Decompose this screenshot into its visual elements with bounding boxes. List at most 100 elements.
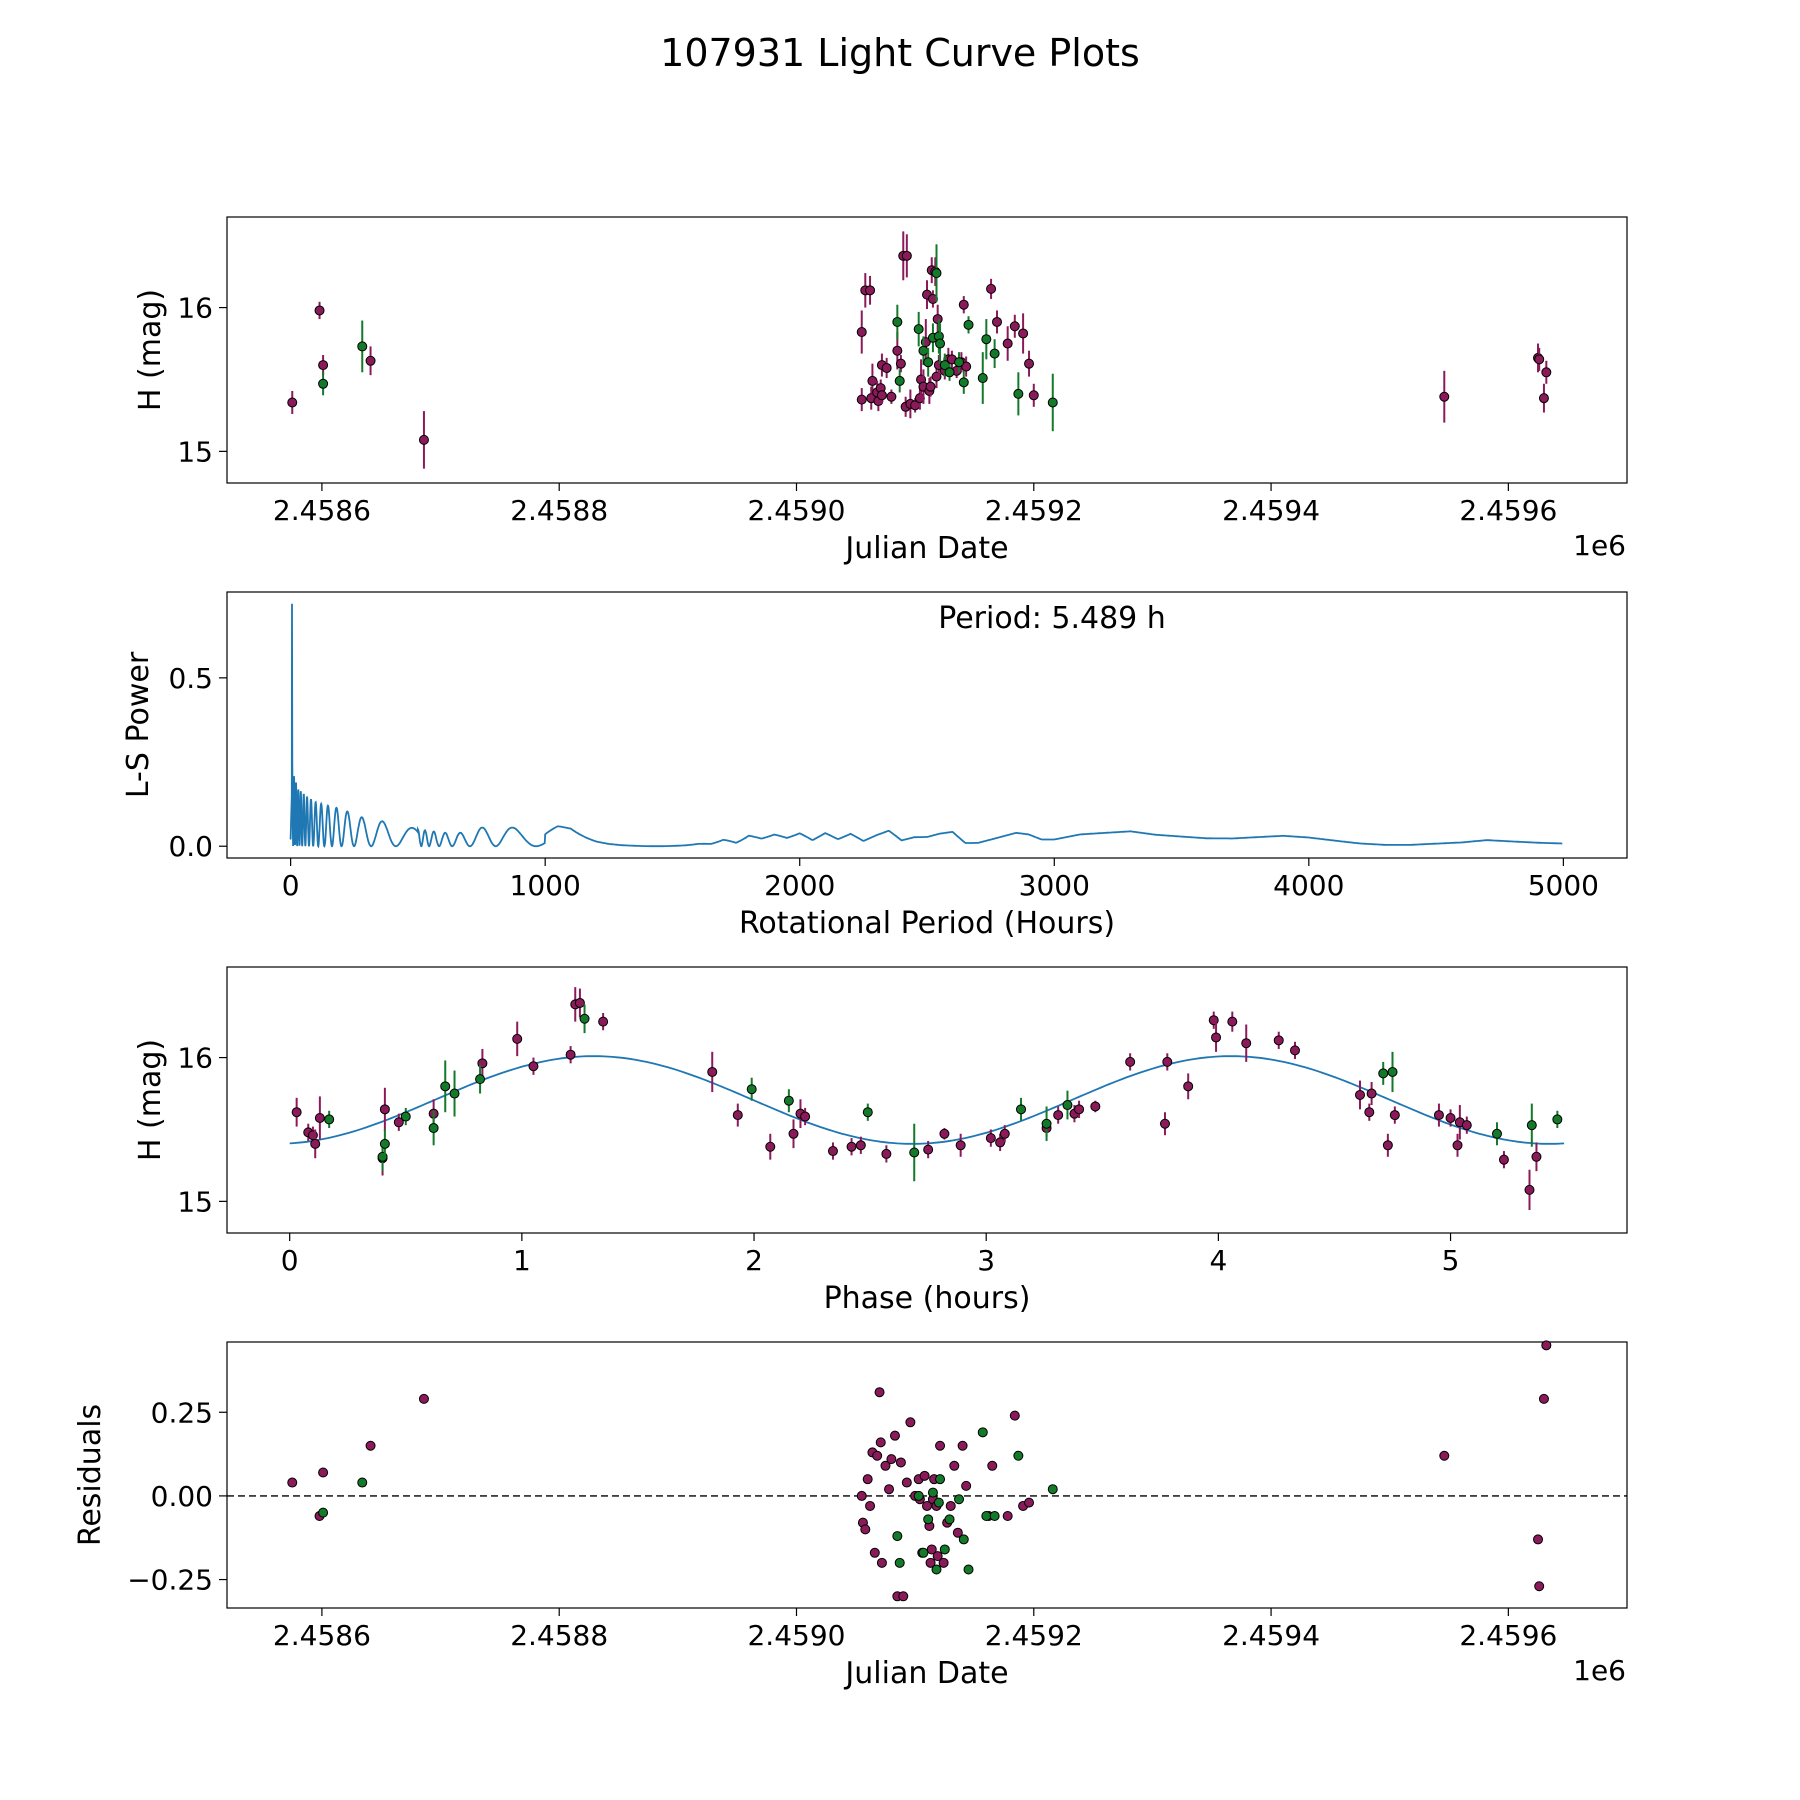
lightcurve-offset-label: 1e6	[1573, 529, 1626, 562]
residuals-point-green	[931, 1564, 942, 1575]
phased-point-purple	[1162, 1056, 1173, 1067]
lightcurve-point-purple	[886, 391, 897, 402]
residuals-point-purple	[862, 1474, 873, 1485]
2-ytick-label: 16	[177, 1042, 213, 1075]
periodogram-panel: 0 1000 2000 3000 4000 5000 0.0 0.5 Period: 5.48…	[121, 591, 1628, 941]
3-xtick-label: 2.4592	[985, 1619, 1083, 1652]
phased-point-green	[449, 1088, 460, 1099]
2-xtick-label: 4	[1209, 1244, 1227, 1277]
lightcurve-point-green	[954, 357, 965, 368]
1-ytick-label: 0.0	[168, 830, 213, 863]
phased-point-green	[862, 1107, 873, 1118]
phased-point-purple	[528, 1061, 539, 1072]
phased-point-purple	[512, 1033, 523, 1044]
lightcurve-point-purple	[318, 360, 329, 371]
phased-point-purple	[1389, 1110, 1400, 1121]
phased-point-green	[324, 1114, 335, 1125]
lightcurve-xlabel: Julian Date	[843, 531, 1008, 566]
residuals-point-green	[933, 1497, 944, 1508]
periodogram-ylabel: L-S Power	[121, 651, 156, 798]
residuals-point-purple	[886, 1454, 897, 1465]
phased-point-purple	[1090, 1101, 1101, 1112]
lightcurve-point-purple	[1024, 358, 1035, 369]
3-ytick-label: 0.25	[151, 1396, 213, 1429]
residuals-point-green	[963, 1564, 974, 1575]
phased-point-purple	[1273, 1035, 1284, 1046]
phased-point-purple	[1382, 1140, 1393, 1151]
lightcurve-point-green	[989, 348, 1000, 359]
residuals-point-purple	[949, 1460, 960, 1471]
phased-point-purple	[1355, 1089, 1366, 1100]
phased-point-purple	[846, 1141, 857, 1152]
lightcurve-point-purple	[895, 358, 906, 369]
0-xtick-label: 2.4588	[510, 494, 608, 527]
1-xtick-label: 1000	[510, 869, 581, 902]
residuals-point-purple	[932, 1551, 943, 1562]
phased-point-green	[1491, 1128, 1502, 1139]
phased-point-purple	[1452, 1140, 1463, 1151]
residuals-point-green	[981, 1510, 992, 1521]
2-xtick-label: 5	[1442, 1244, 1460, 1277]
lightcurve-point-green	[892, 316, 903, 327]
periodogram-xlabel: Rotational Period (Hours)	[739, 906, 1115, 941]
residuals-point-green	[894, 1557, 905, 1568]
residuals-point-purple	[856, 1490, 867, 1501]
lightcurve-point-green	[913, 324, 924, 335]
phased-point-purple	[800, 1111, 811, 1122]
residuals-point-green	[923, 1514, 934, 1525]
residuals-point-purple	[1538, 1393, 1549, 1404]
phased-point-green	[428, 1123, 439, 1134]
phased-point-purple	[1445, 1112, 1456, 1123]
lightcurve-point-green	[981, 334, 992, 345]
residuals-panel: 2.4586 2.4588 2.4590 2.4592 2.4594 2.4596 −0.2…	[73, 1340, 1628, 1691]
3-xtick-label: 2.4588	[510, 1619, 608, 1652]
3-ytick-label: −0.25	[127, 1564, 213, 1597]
phased-point-purple	[1461, 1120, 1472, 1131]
residuals-point-purple	[365, 1440, 376, 1451]
lightcurve-point-green	[923, 357, 934, 368]
phased-point-purple	[985, 1133, 996, 1144]
residuals-point-purple	[880, 1460, 891, 1471]
residuals-point-green	[927, 1487, 938, 1498]
phased-point-green	[475, 1074, 486, 1085]
lightcurve-point-purple	[1534, 354, 1545, 365]
1-xtick-label: 0	[282, 869, 300, 902]
0-xtick-label: 2.4590	[747, 494, 845, 527]
lightcurve-point-purple	[865, 285, 876, 296]
residuals-point-purple	[925, 1557, 936, 1568]
periodogram-frame	[226, 591, 1628, 859]
lightcurve-point-green	[894, 375, 905, 386]
phased-point-purple	[1366, 1088, 1377, 1099]
residuals-point-purple	[895, 1457, 906, 1468]
phased-point-purple	[379, 1104, 390, 1115]
phased-point-purple	[732, 1110, 743, 1121]
lightcurve-point-purple	[992, 316, 1002, 327]
phased-point-green	[783, 1095, 794, 1106]
residuals-point-purple	[872, 1450, 883, 1461]
lightcurve-point-purple	[287, 397, 298, 408]
residuals-offset-label: 1e6	[1573, 1654, 1626, 1687]
1-xtick-label: 2000	[764, 869, 835, 902]
phased-point-green	[379, 1138, 390, 1149]
phased-point-purple	[923, 1144, 934, 1155]
phased-point-purple	[855, 1140, 866, 1151]
residuals-point-purple	[318, 1467, 329, 1478]
lightcurve-point-purple	[876, 390, 887, 401]
phased-point-purple	[1183, 1081, 1194, 1092]
phased-point-purple	[574, 997, 585, 1008]
phased-point-green	[909, 1147, 920, 1158]
phased-point-purple	[788, 1128, 799, 1139]
phased-point-purple	[939, 1128, 950, 1139]
residuals-point-purple	[938, 1557, 949, 1568]
residuals-point-purple	[874, 1387, 885, 1398]
phased-point-purple	[1241, 1038, 1252, 1049]
0-xtick-label: 2.4594	[1222, 494, 1320, 527]
lightcurve-point-purple	[1538, 393, 1549, 404]
phased-point-purple	[1524, 1184, 1535, 1195]
residuals-point-green	[944, 1514, 955, 1525]
residuals-point-green	[913, 1490, 924, 1501]
residuals-point-purple	[860, 1524, 871, 1535]
phased-point-green	[1041, 1118, 1052, 1129]
lightcurve-point-purple	[901, 250, 912, 261]
